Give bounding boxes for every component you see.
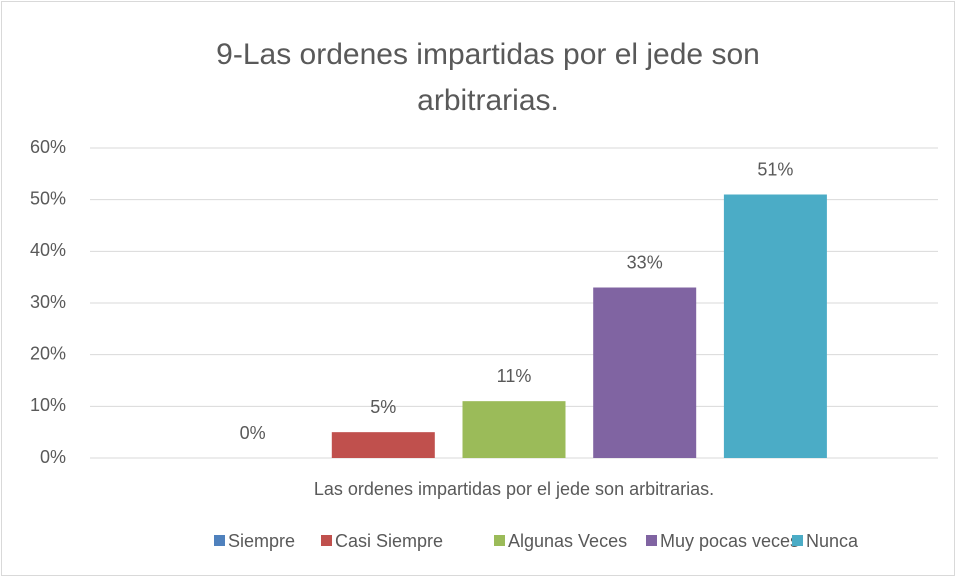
value-label: 0% [240,423,266,443]
y-tick-label: 20% [30,343,66,363]
bar [331,432,435,458]
legend-label: Nunca [806,531,859,551]
y-tick-label: 0% [40,447,66,467]
bar [723,194,827,458]
value-label: 33% [627,252,663,272]
y-tick-label: 50% [30,188,66,208]
bar [462,401,566,458]
value-label: 11% [497,366,532,386]
legend-swatch [214,535,225,546]
chart-title: 9-Las ordenes impartidas por el jede son… [216,38,760,117]
x-tick-label: Las ordenes impartidas por el jede son a… [314,479,714,499]
value-label: 5% [370,397,396,417]
legend-swatch [494,535,505,546]
legend-label: Muy pocas veces [660,531,799,551]
legend-label: Algunas Veces [508,531,627,551]
y-tick-label: 30% [30,292,66,312]
legend-label: Casi Siempre [335,531,443,551]
bar [593,287,697,458]
value-label: 51% [757,159,793,179]
legend-label: Siempre [228,531,295,551]
legend-swatch [321,535,332,546]
legend-swatch [646,535,657,546]
y-tick-label: 10% [30,395,66,415]
legend-swatch [792,535,803,546]
y-tick-label: 60% [30,137,66,157]
y-tick-label: 40% [30,240,66,260]
